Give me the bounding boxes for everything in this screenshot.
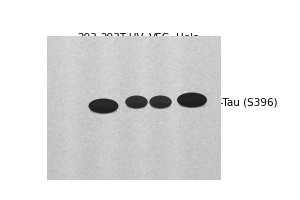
Text: 70: 70	[59, 103, 71, 112]
Ellipse shape	[90, 107, 117, 114]
Text: 293T-UV: 293T-UV	[100, 33, 144, 43]
Ellipse shape	[178, 101, 206, 108]
Ellipse shape	[126, 103, 147, 109]
Text: 100: 100	[53, 81, 71, 90]
Text: p-Tau (S396): p-Tau (S396)	[213, 98, 278, 108]
Ellipse shape	[149, 95, 172, 108]
Text: Hela: Hela	[176, 33, 199, 43]
Text: 293: 293	[77, 33, 98, 43]
Bar	[74, 52, 208, 163]
Text: VEC: VEC	[149, 33, 170, 43]
Text: 55: 55	[59, 131, 71, 140]
Ellipse shape	[177, 92, 207, 108]
Ellipse shape	[125, 95, 148, 108]
Text: 130: 130	[53, 66, 71, 75]
Ellipse shape	[88, 98, 119, 113]
Ellipse shape	[150, 103, 171, 109]
